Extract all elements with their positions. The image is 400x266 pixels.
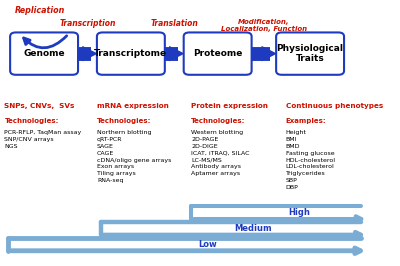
Text: PCR-RFLP, TaqMan assay
SNP/CNV arrays
NGS: PCR-RFLP, TaqMan assay SNP/CNV arrays NG… xyxy=(4,130,82,149)
FancyBboxPatch shape xyxy=(276,32,344,75)
Text: Technologies:: Technologies: xyxy=(97,118,151,124)
FancyBboxPatch shape xyxy=(10,32,78,75)
FancyBboxPatch shape xyxy=(184,32,252,75)
Text: Continuous phenotypes: Continuous phenotypes xyxy=(286,103,383,109)
Text: Modification,
Localization, Function: Modification, Localization, Function xyxy=(221,19,307,32)
Text: Protein expression: Protein expression xyxy=(191,103,268,109)
Text: Technologies:: Technologies: xyxy=(4,118,59,124)
Text: SNPs, CNVs,  SVs: SNPs, CNVs, SVs xyxy=(4,103,75,109)
Text: Genome: Genome xyxy=(23,49,65,58)
Text: Replication: Replication xyxy=(15,6,66,15)
Text: Technologies:: Technologies: xyxy=(191,118,246,124)
Text: Translation: Translation xyxy=(150,19,198,28)
Text: Western blotting
2D-PAGE
2D-DIGE
ICAT, iTRAQ, SILAC
LC-MS/MS
Antibody arrays
Apt: Western blotting 2D-PAGE 2D-DIGE ICAT, i… xyxy=(191,130,250,176)
Text: Proteome: Proteome xyxy=(193,49,242,58)
Text: Medium: Medium xyxy=(235,224,272,233)
Text: High: High xyxy=(288,208,310,217)
Text: Physiological
Traits: Physiological Traits xyxy=(276,44,344,63)
Text: Height
BMI
BMD
Fasting glucose
HDL-cholesterol
LDL-cholesterol
Triglycerides
SBP: Height BMI BMD Fasting glucose HDL-chole… xyxy=(286,130,336,190)
Text: Transcriptome: Transcriptome xyxy=(94,49,168,58)
Text: Examples:: Examples: xyxy=(286,118,326,124)
Text: Low: Low xyxy=(198,240,217,249)
Text: mRNA expression: mRNA expression xyxy=(97,103,169,109)
Text: Northern blotting
qRT-PCR
SAGE
CAGE
cDNA/oligo gene arrays
Exon arrays
Tiling ar: Northern blotting qRT-PCR SAGE CAGE cDNA… xyxy=(97,130,171,183)
FancyBboxPatch shape xyxy=(97,32,165,75)
Text: Transcription: Transcription xyxy=(59,19,116,28)
